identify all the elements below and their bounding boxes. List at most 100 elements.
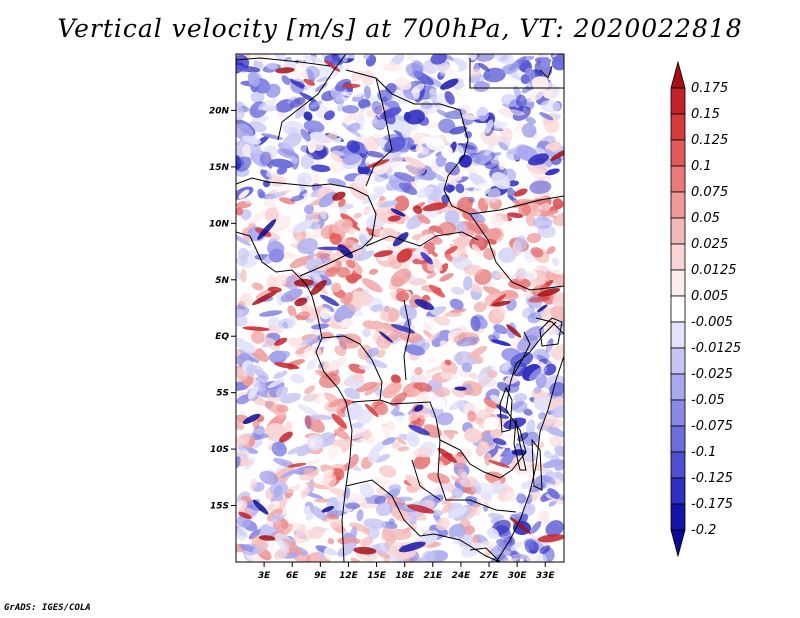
velocity-streak <box>251 290 279 306</box>
velocity-cell <box>460 475 478 488</box>
velocity-cell <box>536 354 553 366</box>
velocity-cell <box>350 422 364 429</box>
velocity-cell <box>493 438 507 446</box>
lat-label: 15N <box>209 163 230 173</box>
map-title: Vertical velocity [m/s] at 700hPa, VT: 2… <box>57 14 743 43</box>
velocity-streak <box>537 534 564 543</box>
velocity-cell <box>276 404 289 413</box>
velocity-cell <box>357 502 378 509</box>
velocity-cell <box>338 333 362 349</box>
velocity-cell <box>328 398 345 408</box>
velocity-cell <box>355 381 378 393</box>
colorbar-segment <box>670 87 686 115</box>
velocity-cell <box>406 160 426 176</box>
velocity-cell <box>282 120 304 137</box>
velocity-cell <box>333 137 342 144</box>
velocity-cell <box>238 459 253 466</box>
velocity-cell <box>431 251 438 257</box>
velocity-cell <box>500 454 514 466</box>
velocity-cell <box>363 518 387 529</box>
velocity-cell <box>515 94 527 108</box>
velocity-cell <box>308 139 324 151</box>
lon-label: 27E <box>480 571 500 581</box>
velocity-cell <box>236 394 252 405</box>
velocity-cell <box>505 226 520 233</box>
velocity-cell <box>361 278 383 293</box>
velocity-cell <box>373 119 389 129</box>
velocity-cell <box>399 331 423 343</box>
velocity-cell <box>310 164 331 173</box>
velocity-cell <box>236 255 248 267</box>
velocity-cell <box>305 482 329 490</box>
velocity-cell <box>427 261 437 272</box>
velocity-cell <box>528 541 535 551</box>
velocity-cell <box>287 305 297 317</box>
velocity-cell <box>447 506 468 519</box>
colorbar-label: -0.175 <box>691 497 733 512</box>
velocity-cell <box>473 507 481 517</box>
velocity-cell <box>431 509 444 517</box>
velocity-cell <box>330 282 342 293</box>
velocity-cell <box>365 358 388 369</box>
velocity-cell <box>473 80 490 92</box>
velocity-cell <box>491 172 511 190</box>
velocity-cell <box>236 527 249 541</box>
velocity-cell <box>326 356 347 372</box>
velocity-cell <box>507 180 519 187</box>
velocity-cell <box>393 501 416 513</box>
velocity-cell <box>405 109 426 125</box>
velocity-cell <box>341 91 363 98</box>
velocity-cell <box>539 210 559 217</box>
velocity-cell <box>395 436 407 445</box>
velocity-cell <box>303 467 318 477</box>
velocity-cell <box>289 473 300 487</box>
colorbar-label: -0.1 <box>691 445 716 460</box>
velocity-cell <box>349 453 359 467</box>
velocity-cell <box>282 133 302 149</box>
velocity-cell <box>267 325 283 333</box>
velocity-cell <box>492 305 506 320</box>
velocity-cell <box>276 166 288 175</box>
colorbar-segment <box>670 399 686 427</box>
map-frame <box>235 53 565 563</box>
velocity-cell <box>318 191 338 208</box>
velocity-cell <box>469 283 483 293</box>
velocity-cell <box>374 387 385 397</box>
velocity-cell <box>359 483 375 498</box>
velocity-cell <box>490 394 503 405</box>
velocity-cell <box>554 445 564 457</box>
velocity-cell <box>436 109 451 118</box>
velocity-cell <box>300 486 311 498</box>
velocity-cell <box>236 155 245 166</box>
velocity-cell <box>304 415 325 433</box>
velocity-cell <box>435 517 450 531</box>
velocity-cell <box>445 245 458 255</box>
velocity-cell <box>323 110 335 121</box>
velocity-cell <box>411 83 425 94</box>
velocity-cell <box>484 452 492 466</box>
velocity-cell <box>393 415 411 423</box>
velocity-cell <box>474 234 485 247</box>
velocity-cell <box>267 378 284 389</box>
velocity-cell <box>467 410 476 422</box>
lat-label: 20N <box>209 106 230 116</box>
velocity-cell <box>312 469 335 483</box>
velocity-cell <box>540 100 561 113</box>
velocity-cell <box>381 96 388 105</box>
velocity-cell <box>311 341 333 348</box>
velocity-cell <box>373 542 391 554</box>
velocity-cell <box>487 188 501 203</box>
velocity-cell <box>492 211 504 226</box>
velocity-cell <box>247 386 259 400</box>
velocity-cell <box>514 235 528 252</box>
velocity-streak <box>287 462 307 468</box>
latitude-axis: 20N 15N 10N 5N EQ 5S 10S 15S <box>209 106 236 512</box>
velocity-streak <box>252 499 269 515</box>
velocity-streak <box>258 535 276 541</box>
colorbar-segment <box>670 139 686 167</box>
velocity-streak <box>414 404 424 412</box>
velocity-cell <box>426 358 438 363</box>
velocity-cell <box>440 372 458 381</box>
velocity-cell <box>438 118 456 134</box>
velocity-cell <box>270 158 294 169</box>
